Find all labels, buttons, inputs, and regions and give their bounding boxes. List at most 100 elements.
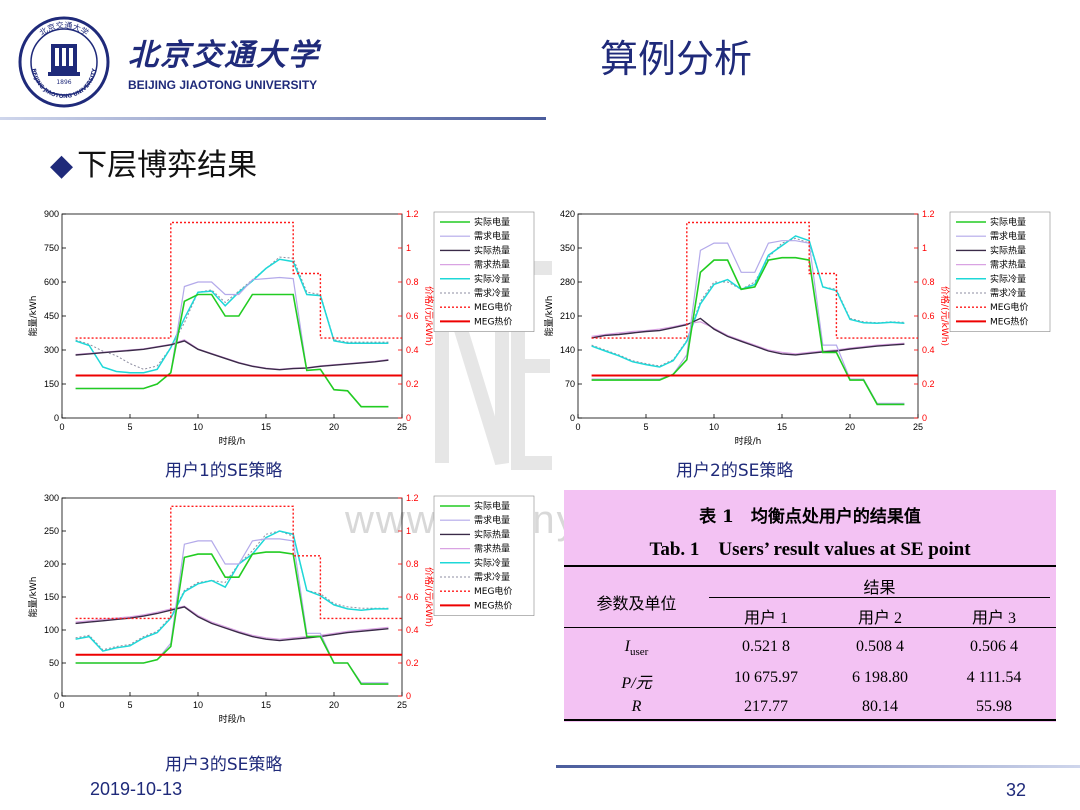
table-cell: 0.508 4 — [856, 638, 904, 655]
x-tick-label: 0 — [59, 700, 64, 710]
y-tick-label: 750 — [44, 243, 59, 253]
legend-label: MEG热价 — [474, 599, 512, 611]
university-name-cn: 北京交通大学 — [128, 38, 320, 73]
y2-tick-label: 0.8 — [922, 277, 935, 287]
series-line — [75, 606, 389, 642]
table-cell: 217.77 — [744, 698, 788, 715]
chart-user3-svg: 0 5 10 15 20 2505010015020025030000.20.40.60.… — [27, 493, 535, 725]
y-tick-label: 300 — [44, 493, 59, 503]
legend-label: 实际电量 — [474, 216, 510, 228]
footer-date: 2019-10-13 — [90, 779, 183, 799]
legend-label: 实际热量 — [474, 528, 510, 540]
table-cell: 4 111.54 — [966, 669, 1022, 686]
legend-label: 实际电量 — [474, 500, 510, 512]
series-line — [75, 605, 389, 640]
y2-tick-label: 0.8 — [406, 277, 419, 287]
chart-user1-svg: 0 5 10 15 20 25015030045060075090000.20.40.60… — [27, 209, 535, 447]
table-col-header: 用户 1 — [743, 610, 788, 627]
series-line — [75, 530, 389, 652]
footer-divider — [556, 765, 1080, 768]
watermark-logo — [435, 261, 552, 470]
y2-tick-label: 1 — [406, 243, 411, 253]
series-line — [591, 240, 905, 404]
seal-year: 1896 — [56, 79, 71, 86]
x-tick-label: 10 — [709, 422, 719, 432]
y-tick-label: 250 — [44, 526, 59, 536]
x-tick-label: 15 — [261, 700, 271, 710]
header-divider — [0, 117, 546, 120]
y-tick-label: 450 — [44, 311, 59, 321]
legend-label: MEG电价 — [474, 301, 512, 313]
y2-axis-label: 价格/(元/kWh) — [423, 567, 435, 627]
x-tick-label: 0 — [59, 422, 64, 432]
x-tick-label: 0 — [575, 422, 580, 432]
y2-tick-label: 0.2 — [922, 379, 935, 389]
table-cell: 55.98 — [976, 698, 1012, 715]
series-line — [75, 505, 402, 620]
y2-tick-label: 1 — [922, 243, 927, 253]
legend-label: 实际热量 — [990, 244, 1026, 256]
table-row-param: Iuser — [564, 638, 709, 658]
y2-axis-label: 价格/(元/kWh) — [423, 286, 435, 346]
table-rule-header — [564, 627, 1056, 628]
y-tick-label: 900 — [44, 209, 59, 219]
y-tick-label: 70 — [565, 379, 575, 389]
x-tick-label: 10 — [193, 700, 203, 710]
legend-label: 需求电量 — [474, 514, 510, 526]
x-tick-label: 5 — [127, 422, 132, 432]
x-tick-label: 25 — [397, 700, 407, 710]
page-number: 32 — [1006, 780, 1027, 800]
y2-tick-label: 1.2 — [406, 493, 419, 503]
legend-label: MEG电价 — [474, 585, 512, 597]
series-line — [75, 551, 389, 685]
table-col-header: 用户 2 — [857, 610, 902, 627]
y-tick-label: 420 — [560, 209, 575, 219]
series-line — [75, 538, 389, 684]
section-title: 下层博弈结果 — [77, 148, 258, 183]
y-tick-label: 100 — [44, 625, 59, 635]
chart-user1-caption: 用户1的SE策略 — [165, 461, 283, 481]
section-heading: ◆ 下层博弈结果 — [50, 140, 257, 184]
y-axis-label: 能量/kWh — [543, 296, 555, 337]
table-row-header: 参数及单位 — [596, 596, 677, 613]
y-tick-label: 0 — [570, 413, 575, 423]
y2-tick-label: 0.4 — [922, 345, 935, 355]
table-cell: 10 675.97 — [734, 669, 798, 686]
y2-tick-label: 0.6 — [406, 592, 419, 602]
results-table: 表 1 均衡点处用户的结果值 Tab. 1 Users’ result valu… — [564, 490, 1056, 722]
y2-tick-label: 0 — [406, 691, 411, 701]
legend-label: 需求冷量 — [474, 571, 510, 583]
series-line — [75, 530, 389, 651]
series-line — [75, 340, 389, 371]
series-line — [591, 256, 905, 406]
legend-box — [949, 211, 1051, 332]
legend-label: 实际冷量 — [474, 273, 510, 285]
series-line — [591, 321, 905, 355]
y-tick-label: 600 — [44, 277, 59, 287]
y-tick-label: 350 — [560, 243, 575, 253]
legend-label: MEG热价 — [990, 315, 1028, 327]
y-tick-label: 0 — [54, 413, 59, 423]
table-rule-top — [564, 565, 1056, 567]
chart-user2-caption: 用户2的SE策略 — [676, 461, 794, 481]
chart-user1: 0 5 10 15 20 25 0 150 300 450 600 750 900 0 0.2 0.4 0.6 0… — [26, 204, 546, 454]
legend-label: 需求热量 — [474, 259, 510, 271]
y-tick-label: 300 — [44, 345, 59, 355]
x-tick-label: 5 — [643, 422, 648, 432]
y2-tick-label: 0.6 — [922, 311, 935, 321]
y2-tick-label: 0.8 — [406, 559, 419, 569]
legend-label: 需求电量 — [474, 230, 510, 242]
series-line — [75, 293, 389, 408]
x-axis-label: 时段/h — [219, 435, 246, 447]
table-title-en: Tab. 1 Users’ result values at SE point — [649, 539, 971, 560]
legend-label: 需求热量 — [474, 543, 510, 555]
x-tick-label: 15 — [777, 422, 787, 432]
plot-frame — [61, 497, 403, 697]
page-title: 算例分析 — [600, 37, 753, 81]
y-tick-label: 140 — [560, 345, 575, 355]
x-tick-label: 20 — [329, 422, 339, 432]
y2-tick-label: 0 — [922, 413, 927, 423]
y2-tick-label: 1.2 — [406, 209, 419, 219]
series-line — [75, 221, 402, 339]
y-axis-label: 能量/kWh — [27, 577, 39, 618]
